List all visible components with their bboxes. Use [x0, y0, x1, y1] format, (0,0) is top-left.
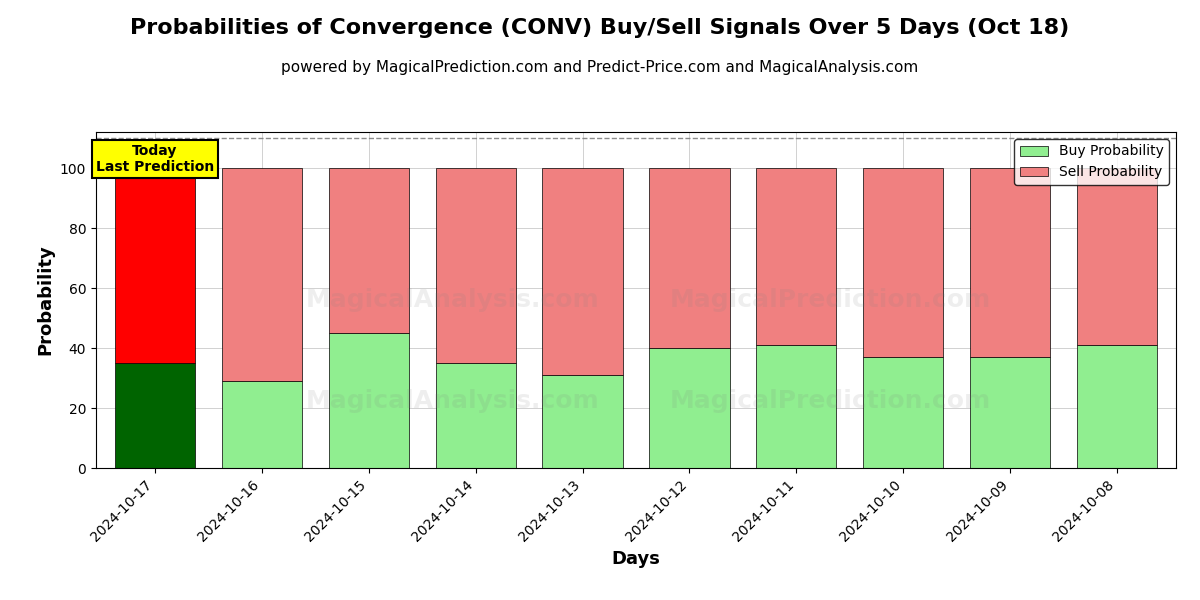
Text: Probabilities of Convergence (CONV) Buy/Sell Signals Over 5 Days (Oct 18): Probabilities of Convergence (CONV) Buy/…	[131, 18, 1069, 38]
Bar	[542, 168, 623, 375]
Legend: Buy Probability, Sell Probability: Buy Probability, Sell Probability	[1014, 139, 1169, 185]
Text: powered by MagicalPrediction.com and Predict-Price.com and MagicalAnalysis.com: powered by MagicalPrediction.com and Pre…	[281, 60, 919, 75]
Text: MagicalAnalysis.com: MagicalAnalysis.com	[306, 389, 599, 413]
Bar	[436, 363, 516, 468]
Bar	[1078, 168, 1157, 345]
Bar	[649, 348, 730, 468]
Bar	[1078, 345, 1157, 468]
Y-axis label: Probability: Probability	[36, 245, 54, 355]
Bar	[329, 333, 409, 468]
Text: MagicalPrediction.com: MagicalPrediction.com	[670, 389, 991, 413]
Text: Today
Last Prediction: Today Last Prediction	[96, 144, 214, 174]
Bar	[970, 168, 1050, 357]
Bar	[436, 168, 516, 363]
Bar	[970, 357, 1050, 468]
Bar	[756, 168, 836, 345]
Bar	[542, 375, 623, 468]
Bar	[222, 381, 302, 468]
Bar	[756, 345, 836, 468]
Bar	[222, 168, 302, 381]
Text: MagicalPrediction.com: MagicalPrediction.com	[670, 288, 991, 312]
Bar	[115, 168, 194, 363]
X-axis label: Days: Days	[612, 550, 660, 568]
Bar	[649, 168, 730, 348]
Bar	[329, 168, 409, 333]
Bar	[863, 168, 943, 357]
Text: MagicalAnalysis.com: MagicalAnalysis.com	[306, 288, 599, 312]
Bar	[115, 363, 194, 468]
Bar	[863, 357, 943, 468]
